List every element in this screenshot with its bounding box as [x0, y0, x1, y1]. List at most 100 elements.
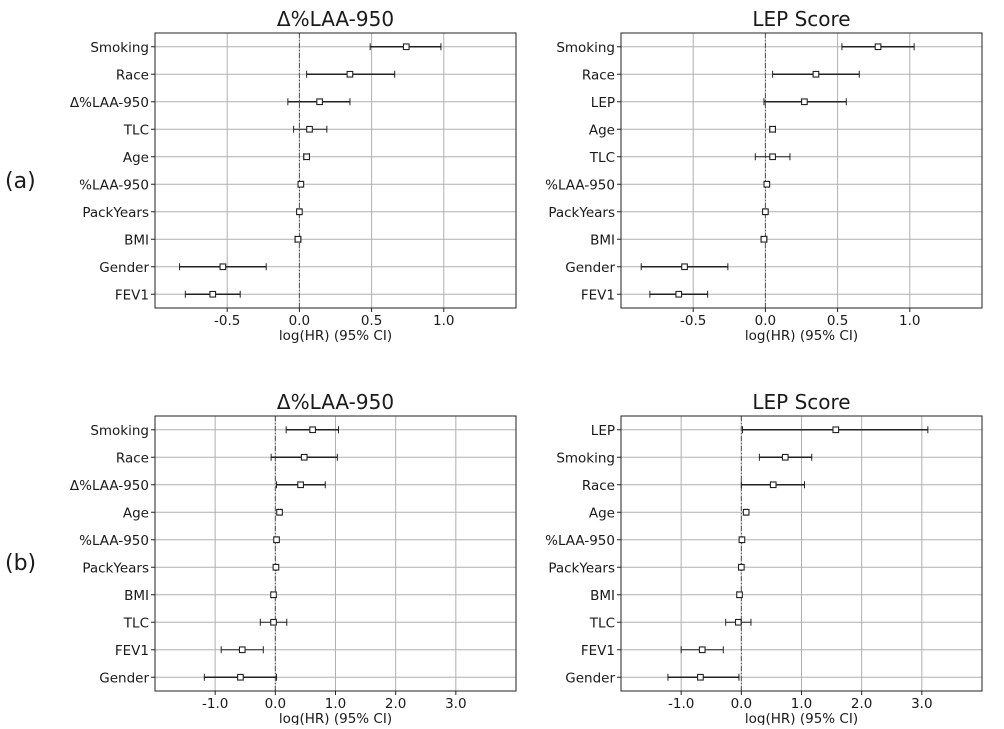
x-axis-label: log(HR) (95% CI) [279, 328, 392, 344]
x-tick-label: 3.0 [445, 696, 466, 712]
estimate-marker [874, 43, 882, 51]
estimate-marker [812, 70, 820, 78]
estimate-marker [681, 263, 688, 271]
x-tick-label: 0.0 [265, 696, 286, 712]
estimate-marker [742, 508, 750, 516]
estimate-marker [270, 618, 277, 626]
y-tick-label: Race [116, 450, 149, 466]
panel-title: Δ%LAA-950 [277, 390, 394, 414]
y-tick-label: Race [582, 67, 615, 83]
y-tick-label: Race [582, 478, 615, 494]
estimate-marker [801, 98, 808, 106]
x-tick-label: 2.0 [385, 696, 406, 712]
x-tick-label: 3.0 [911, 696, 932, 712]
estimate-marker [736, 591, 743, 599]
y-tick-label: %LAA-950 [545, 177, 615, 193]
estimate-marker [306, 125, 313, 133]
estimate-marker [296, 208, 303, 216]
x-axis-label: log(HR) (95% CI) [279, 711, 392, 725]
forest-panel-1: Δ%LAA-950 -0.5 0.0 0.5 1.0 Smoking Race Δ%LAA-9… [70, 7, 517, 344]
estimate-marker [781, 453, 789, 461]
y-tick-label: %LAA-950 [545, 533, 615, 549]
x-tick-label: -0.5 [214, 313, 240, 329]
estimate-marker [273, 536, 280, 544]
forest-panel-3: Δ%LAA-950 -1.0 0.0 1.0 2.0 3.0 Smoking Race Δ%LA… [70, 390, 517, 727]
y-tick-label: FEV1 [115, 287, 149, 303]
x-tick-label: 1.0 [791, 696, 812, 712]
estimate-marker [769, 125, 776, 133]
y-tick-label: Gender [565, 260, 615, 276]
x-axis-label: log(HR) (95% CI) [745, 711, 858, 725]
y-tick-label: PackYears [548, 560, 615, 576]
y-tick-label: Age [589, 505, 615, 521]
y-tick-label: Smoking [90, 40, 149, 56]
y-tick-label: PackYears [548, 205, 615, 221]
y-tick-label: Δ%LAA-950 [70, 478, 149, 494]
y-tick-label: Race [116, 67, 149, 83]
estimate-marker [297, 481, 304, 489]
x-tick-label: -1.0 [202, 696, 228, 712]
y-tick-label: %LAA-950 [79, 533, 149, 549]
y-tick-label: TLC [589, 615, 615, 631]
forest-panel-2: LEP Score -0.5 0.0 0.5 1.0 Smoking Race LEP Age T… [545, 7, 983, 344]
estimate-marker [294, 235, 302, 243]
x-tick-label: -1.0 [668, 696, 694, 712]
y-tick-label: LEP [591, 423, 615, 439]
estimate-marker [276, 508, 283, 516]
panel-frame [620, 415, 983, 692]
y-tick-label: Age [123, 150, 149, 166]
x-tick-label: 0.0 [289, 313, 310, 329]
estimate-marker [402, 43, 410, 51]
estimate-marker [238, 646, 246, 654]
y-tick-label: BMI [590, 588, 615, 604]
row-label-a: (a) [5, 169, 36, 194]
estimate-marker [832, 426, 840, 434]
y-tick-label: TLC [123, 615, 149, 631]
y-tick-label: PackYears [82, 560, 149, 576]
estimate-marker [272, 563, 280, 571]
estimate-marker [316, 98, 323, 106]
x-tick-label: 0.5 [361, 313, 382, 329]
estimate-marker [209, 290, 217, 298]
panel-frame [620, 32, 983, 309]
x-tick-label: -0.5 [680, 313, 706, 329]
y-tick-label: Δ%LAA-950 [70, 95, 149, 111]
estimate-marker [769, 481, 777, 489]
estimate-marker [300, 453, 308, 461]
x-tick-label: 0.0 [755, 313, 776, 329]
panel-frame [154, 32, 517, 309]
estimate-marker [297, 180, 305, 188]
forest-panel-4: LEP Score -1.0 0.0 1.0 2.0 3.0 LEP Smoking Race A… [545, 390, 983, 727]
y-tick-label: FEV1 [581, 643, 615, 659]
estimate-marker [309, 426, 316, 434]
estimate-marker [763, 180, 771, 188]
estimate-marker [219, 263, 227, 271]
estimate-marker [769, 153, 776, 161]
x-tick-label: 1.0 [325, 696, 346, 712]
x-tick-label: 2.0 [851, 696, 872, 712]
estimate-marker [760, 235, 768, 243]
estimate-marker [734, 618, 742, 626]
estimate-marker [270, 591, 277, 599]
panel-title: Δ%LAA-950 [277, 7, 394, 31]
y-tick-label: TLC [589, 150, 615, 166]
y-tick-label: Smoking [90, 423, 149, 439]
estimate-marker [237, 673, 244, 681]
y-tick-label: Age [589, 122, 615, 138]
estimate-marker [697, 673, 704, 681]
estimate-marker [762, 208, 769, 216]
y-tick-label: %LAA-950 [79, 177, 149, 193]
y-tick-label: LEP [591, 95, 615, 111]
estimate-marker [675, 290, 683, 298]
x-axis-label: log(HR) (95% CI) [745, 328, 858, 344]
panel-title: LEP Score [752, 390, 850, 414]
y-tick-label: Gender [565, 670, 615, 686]
x-tick-label: 1.0 [433, 313, 454, 329]
y-tick-label: PackYears [82, 205, 149, 221]
y-tick-label: FEV1 [115, 643, 149, 659]
panel-frame [154, 415, 517, 692]
y-tick-label: Smoking [556, 40, 615, 56]
x-tick-label: 0.0 [731, 696, 752, 712]
